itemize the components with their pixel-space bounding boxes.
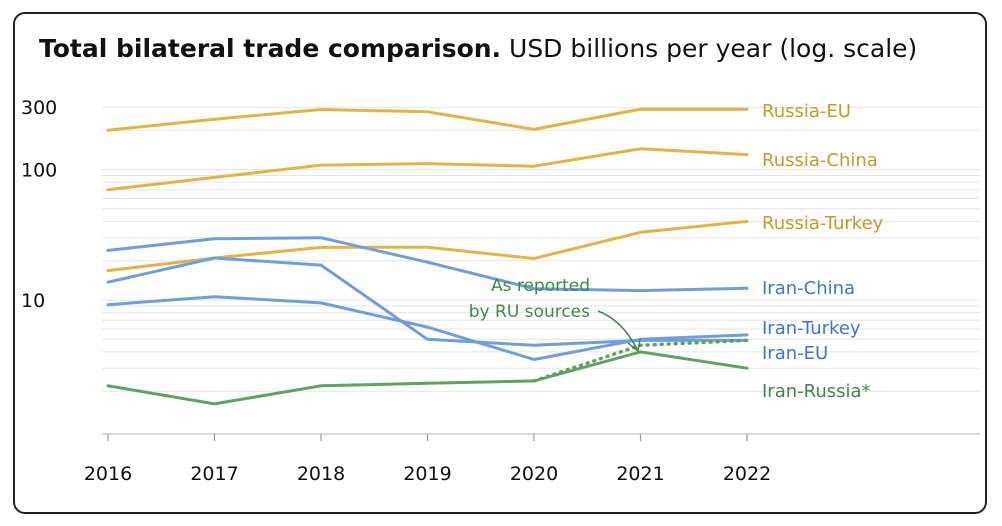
- series-label: Iran-EU: [762, 343, 828, 364]
- series-label: Iran-Russia*: [762, 381, 871, 402]
- annotation-line-2: by RU sources: [469, 302, 590, 322]
- chart-subtitle: USD billions per year (log. scale): [509, 34, 918, 63]
- annotation-line-1: As reported: [491, 276, 590, 296]
- series-label: Russia-EU: [762, 101, 851, 122]
- x-tick-label: 2016: [84, 463, 132, 485]
- line-chart: 2016 2017 2018 2019 2020 2021 2022 10 100 300 Russ…: [21, 97, 980, 485]
- series-label: Iran-China: [762, 278, 855, 299]
- chart-title: Total bilateral trade comparison. USD bi…: [39, 34, 917, 63]
- series-label: Iran-Turkey: [762, 318, 861, 339]
- x-tick-label: 2021: [616, 463, 664, 485]
- chart-frame: Total bilateral trade comparison. USD bi…: [13, 12, 987, 514]
- series-line-3: [106, 236, 749, 293]
- series-label: Russia-Turkey: [762, 213, 884, 234]
- annotation-arrow: [597, 310, 638, 350]
- x-tick-label: 2020: [510, 463, 558, 485]
- series-line-0: [106, 107, 749, 132]
- y-tick-label: 100: [21, 160, 57, 182]
- x-tick-label: 2018: [297, 463, 345, 485]
- y-tick-label: 10: [21, 290, 45, 312]
- series-line-7: [532, 338, 749, 383]
- y-tick-label: 300: [21, 97, 57, 119]
- series-line-6: [106, 350, 749, 406]
- x-tick-label: 2019: [403, 463, 451, 485]
- series-label: Russia-China: [762, 150, 878, 171]
- series-line-1: [106, 147, 749, 192]
- series-line-5: [106, 256, 749, 347]
- annotation-arrow-head: [627, 338, 641, 353]
- x-tick-label: 2017: [190, 463, 238, 485]
- chart-title-bold: Total bilateral trade comparison.: [39, 34, 502, 63]
- x-tick-label: 2022: [723, 463, 771, 485]
